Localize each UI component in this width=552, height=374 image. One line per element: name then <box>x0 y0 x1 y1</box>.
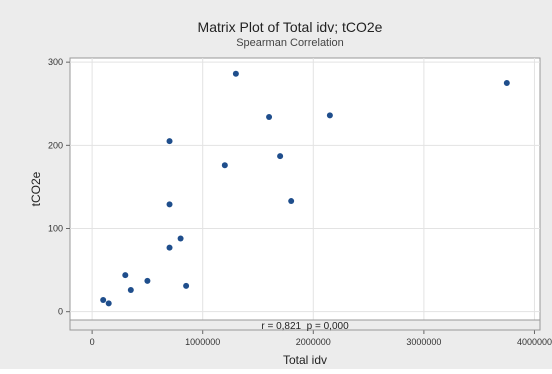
x-tick-label: 3000000 <box>406 337 441 347</box>
grid-lines <box>70 58 540 320</box>
x-tick-label: 0 <box>90 337 95 347</box>
data-point <box>166 244 173 251</box>
y-tick-label: 100 <box>48 224 63 234</box>
data-point <box>288 198 295 205</box>
data-point <box>127 287 134 294</box>
data-point <box>183 282 190 289</box>
chart-subtitle: Spearman Correlation <box>236 37 344 49</box>
chart-title: Matrix Plot of Total idv; tCO2e <box>198 19 383 35</box>
y-axis-label: tCO2e <box>29 171 43 206</box>
y-tick-label: 300 <box>48 57 63 67</box>
data-point <box>166 138 173 145</box>
y-tick-label: 200 <box>48 140 63 150</box>
plot-area <box>69 57 541 321</box>
data-point <box>232 70 239 77</box>
data-point <box>105 300 112 307</box>
data-point <box>100 297 107 304</box>
data-point <box>166 201 173 208</box>
correlation-annotation: r = 0,821 p = 0,000 <box>261 321 349 332</box>
axis-ticks: 0 1000000 2000000 3000000 4000000 0 100 200 300 <box>48 57 552 347</box>
data-point <box>122 272 129 279</box>
data-point <box>277 153 284 160</box>
data-point <box>266 114 273 121</box>
data-point <box>177 235 184 242</box>
y-tick-label: 0 <box>58 307 63 317</box>
data-point <box>503 79 510 86</box>
x-tick-label: 4000000 <box>517 337 552 347</box>
data-point <box>326 112 333 119</box>
x-axis-label: Total idv <box>283 353 327 367</box>
data-point <box>221 162 228 169</box>
x-tick-label: 2000000 <box>296 337 331 347</box>
data-point <box>144 277 151 284</box>
annotation-band <box>69 319 541 331</box>
data-points <box>100 70 510 307</box>
x-tick-label: 1000000 <box>185 337 220 347</box>
